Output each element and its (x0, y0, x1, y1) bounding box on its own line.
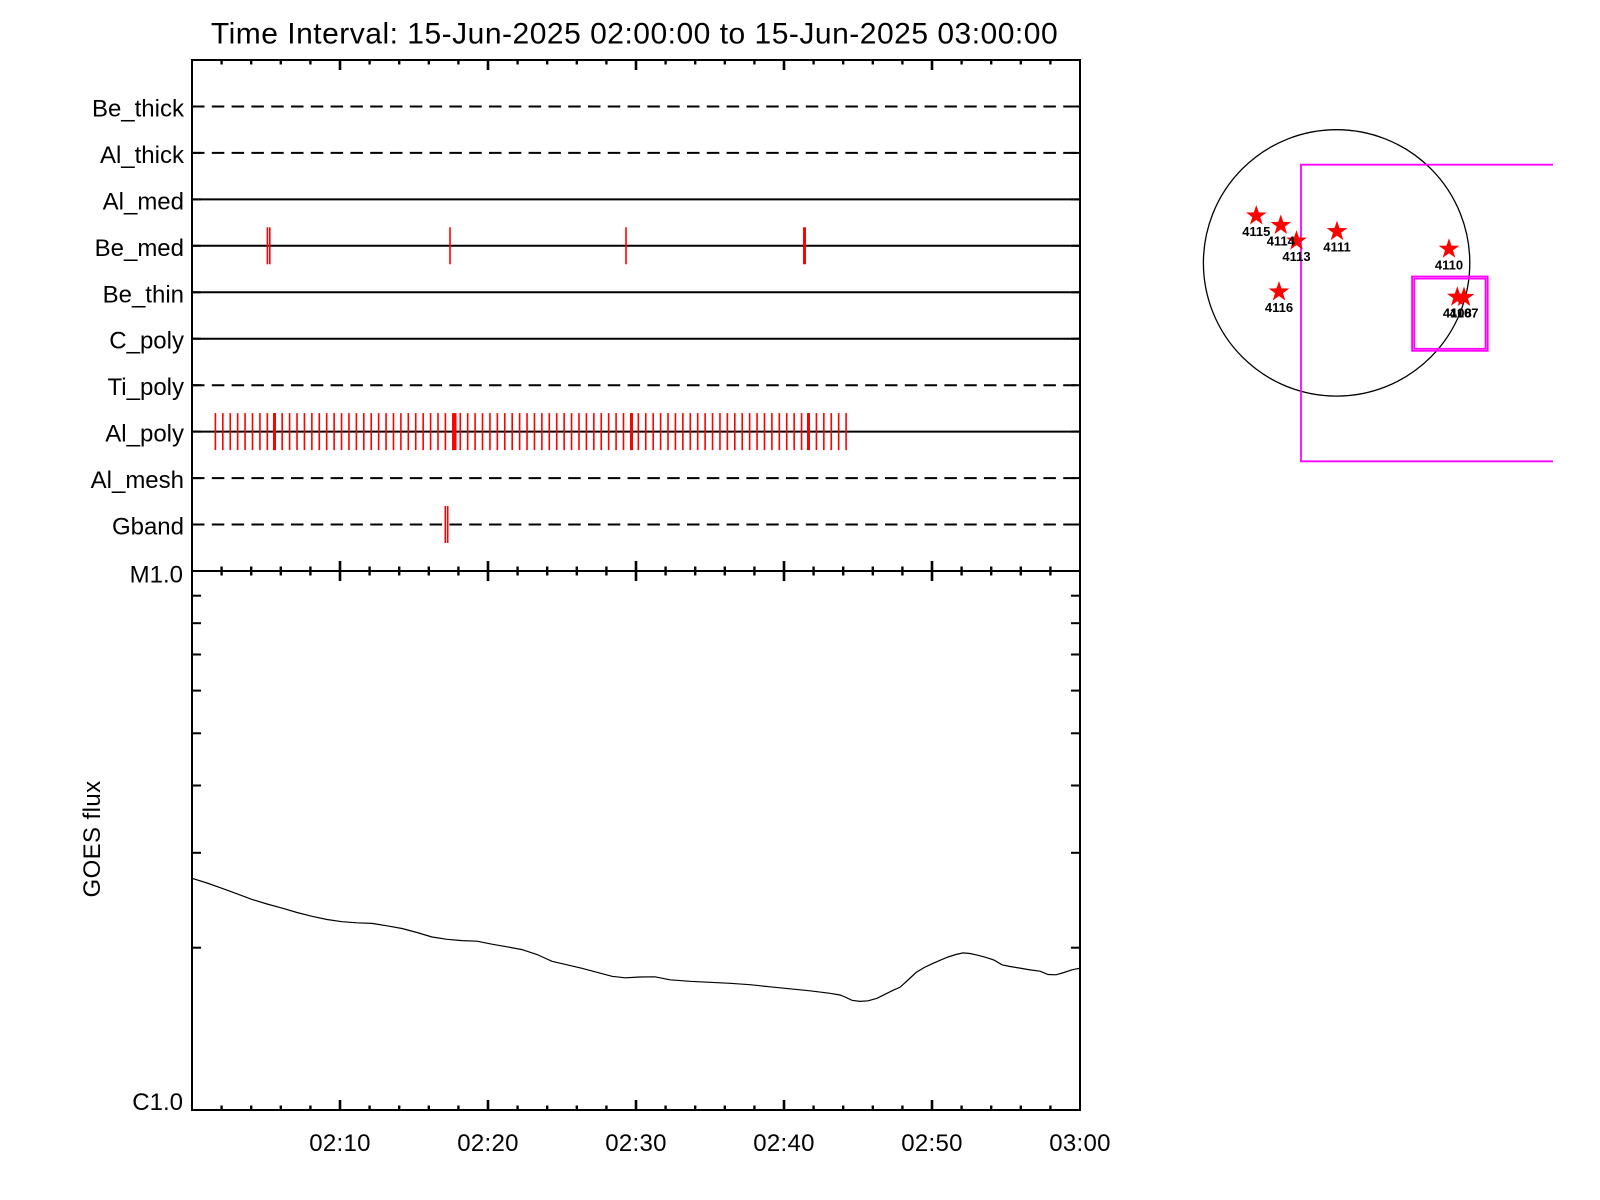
svg-text:Gband: Gband (112, 514, 184, 541)
svg-text:02:50: 02:50 (901, 1130, 963, 1157)
svg-text:03:00: 03:00 (1049, 1130, 1111, 1157)
svg-text:Al_thick: Al_thick (100, 142, 185, 169)
svg-text:4108: 4108 (1443, 305, 1472, 320)
svg-text:4114: 4114 (1267, 234, 1296, 249)
svg-text:Al_mesh: Al_mesh (91, 467, 184, 494)
svg-text:C1.0: C1.0 (132, 1089, 183, 1116)
svg-text:4111: 4111 (1323, 240, 1351, 255)
svg-text:GOES flux: GOES flux (79, 781, 106, 898)
svg-text:4107: 4107 (1450, 306, 1479, 321)
svg-text:Al_med: Al_med (103, 188, 184, 215)
svg-text:Time Interval: 15-Jun-2025 02:: Time Interval: 15-Jun-2025 02:00:00 to 1… (211, 18, 1058, 51)
svg-text:Be_thin: Be_thin (103, 281, 184, 308)
svg-text:Be_thick: Be_thick (92, 96, 185, 123)
svg-text:02:10: 02:10 (309, 1130, 371, 1157)
svg-text:02:20: 02:20 (457, 1130, 519, 1157)
svg-text:Al_poly: Al_poly (105, 421, 184, 448)
svg-text:M1.0: M1.0 (130, 561, 183, 588)
svg-text:4113: 4113 (1282, 249, 1310, 264)
svg-text:Ti_poly: Ti_poly (108, 374, 184, 401)
svg-text:02:40: 02:40 (753, 1130, 815, 1157)
svg-text:4110: 4110 (1435, 257, 1463, 272)
svg-text:02:30: 02:30 (605, 1130, 667, 1157)
svg-text:Be_med: Be_med (95, 235, 184, 262)
svg-text:4116: 4116 (1265, 300, 1293, 315)
svg-text:C_poly: C_poly (109, 328, 184, 355)
svg-text:4115: 4115 (1242, 224, 1270, 239)
